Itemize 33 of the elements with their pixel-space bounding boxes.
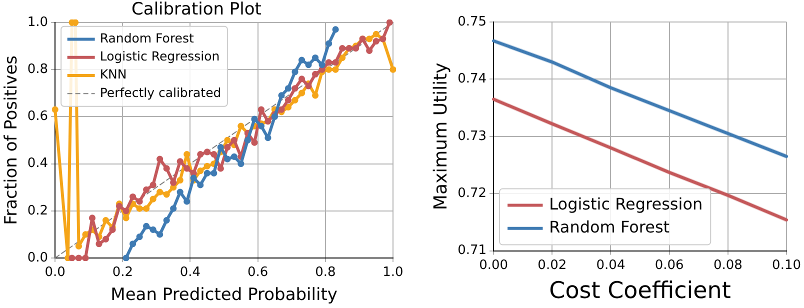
x-axis-title: Mean Predicted Probability <box>110 285 338 306</box>
y-tick-label: 0.73 <box>458 128 487 144</box>
legend-label: Logistic Regression <box>100 48 220 64</box>
y-tick-label: 1.0 <box>27 14 48 30</box>
y-tick-label: 0.75 <box>458 14 487 30</box>
legend-label: Random Forest <box>100 30 194 46</box>
legend-label: Logistic Regression <box>549 194 703 214</box>
x-tick-label: 0.04 <box>596 258 626 273</box>
x-tick-label: 0.10 <box>772 258 802 273</box>
y-axis-title: Fraction of Positives <box>2 55 22 225</box>
x-tick-label: 0.02 <box>538 258 567 273</box>
x-tick-label: 0.2 <box>112 265 134 280</box>
x-tick-label: 0.0 <box>44 265 66 280</box>
legend-label: Perfectly calibrated <box>100 84 222 100</box>
x-tick-label: 0.6 <box>247 265 268 280</box>
y-tick-label: 0.72 <box>458 186 487 201</box>
x-tick-label: 1.0 <box>382 265 404 280</box>
y-tick-label: 0.71 <box>458 243 487 258</box>
x-tick-label: 0.08 <box>713 258 742 273</box>
legend-label: KNN <box>100 66 127 82</box>
x-axis-title: Cost Coefficient <box>549 278 731 304</box>
y-tick-label: 0.6 <box>27 109 48 124</box>
x-tick-label: 0.00 <box>479 258 508 273</box>
x-tick-label: 0.8 <box>315 265 336 280</box>
chart-title: Calibration Plot <box>132 0 262 20</box>
y-tick-label: 0.74 <box>458 72 487 87</box>
y-axis-title: Maximum Utility <box>430 62 452 210</box>
x-tick-label: 0.06 <box>654 258 684 273</box>
legend-label: Random Forest <box>549 218 670 237</box>
y-tick-label: 0.2 <box>27 203 48 218</box>
y-tick-label: 0.8 <box>27 62 48 77</box>
x-tick-label: 0.4 <box>180 265 201 280</box>
y-tick-label: 0.4 <box>27 156 48 172</box>
